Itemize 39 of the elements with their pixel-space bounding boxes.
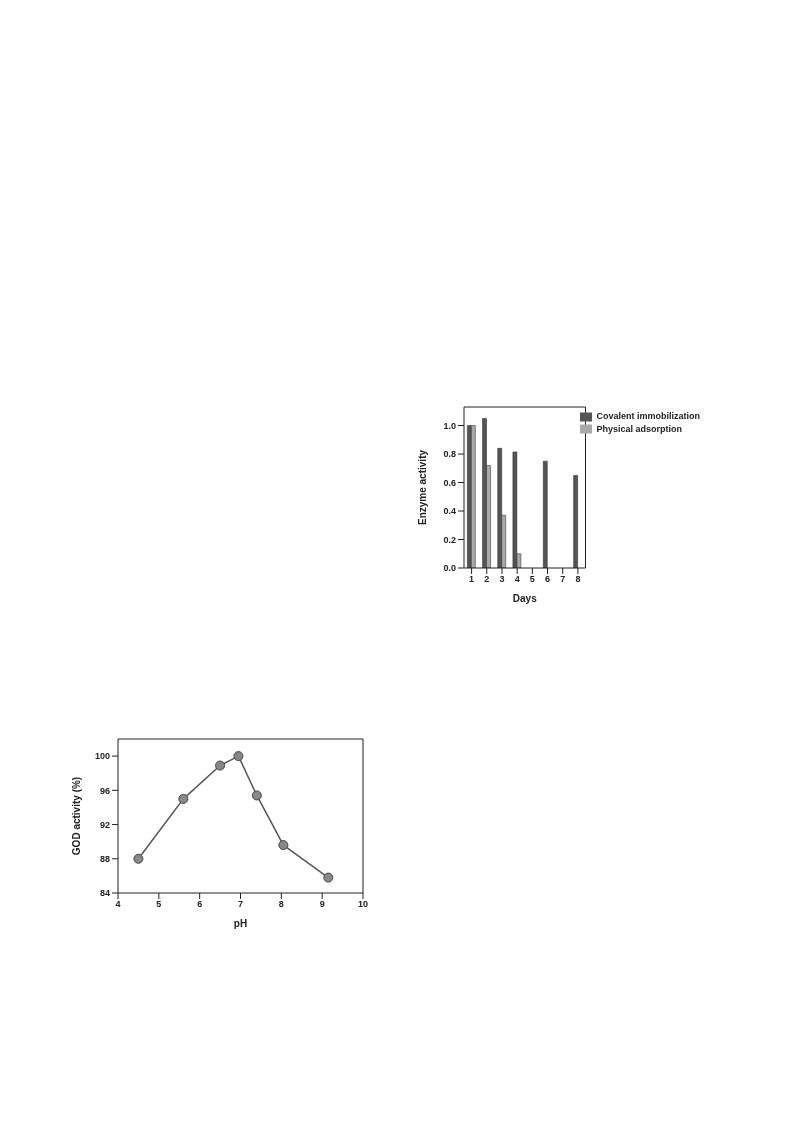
- y-tick-label: 0.8: [443, 449, 456, 460]
- x-tick-label: 8: [278, 899, 284, 910]
- x-tick-label: 8: [575, 574, 581, 585]
- legend-label: Covalent immobilization: [596, 411, 700, 421]
- x-tick-label: 2: [484, 574, 490, 585]
- x-tick-label: 1: [469, 574, 475, 585]
- y-tick-label: 84: [99, 888, 110, 899]
- x-axis-title: pH: [233, 918, 248, 929]
- y-axis-title: GOD activity (%): [70, 776, 82, 856]
- x-tick-label: 7: [560, 574, 566, 585]
- x-tick-label: 7: [237, 899, 244, 910]
- point: [323, 872, 334, 883]
- point: [215, 760, 226, 771]
- y-tick-label: 0.0: [443, 563, 456, 574]
- x-tick-label: 3: [499, 574, 505, 585]
- y-tick-label: 1.0: [443, 420, 456, 431]
- point: [251, 790, 262, 801]
- x-tick-label: 5: [529, 574, 535, 585]
- y-tick-label: 0.6: [443, 477, 456, 488]
- x-tick-label: 4: [115, 899, 121, 910]
- x-tick-label: 4: [514, 574, 520, 585]
- y-tick-label: 96: [99, 785, 110, 796]
- point: [233, 751, 244, 762]
- y-tick-label: 0.4: [443, 506, 456, 517]
- point: [178, 793, 189, 804]
- legend-label: Physical adsorption: [596, 423, 683, 434]
- y-tick-label: 100: [94, 751, 110, 762]
- y-tick-label: 88: [99, 853, 110, 864]
- x-axis-title: Days: [512, 593, 538, 604]
- y-axis-title: Enzyme activity: [416, 449, 428, 526]
- point: [133, 853, 144, 864]
- x-tick-label: 6: [545, 574, 551, 585]
- x-tick-label: 9: [319, 899, 325, 910]
- x-tick-label: 10: [357, 899, 369, 910]
- x-tick-label: 5: [156, 899, 162, 910]
- y-tick-label: 0.2: [443, 534, 456, 545]
- y-tick-label: 92: [99, 819, 110, 830]
- x-tick-label: 6: [197, 899, 203, 910]
- point: [278, 840, 289, 851]
